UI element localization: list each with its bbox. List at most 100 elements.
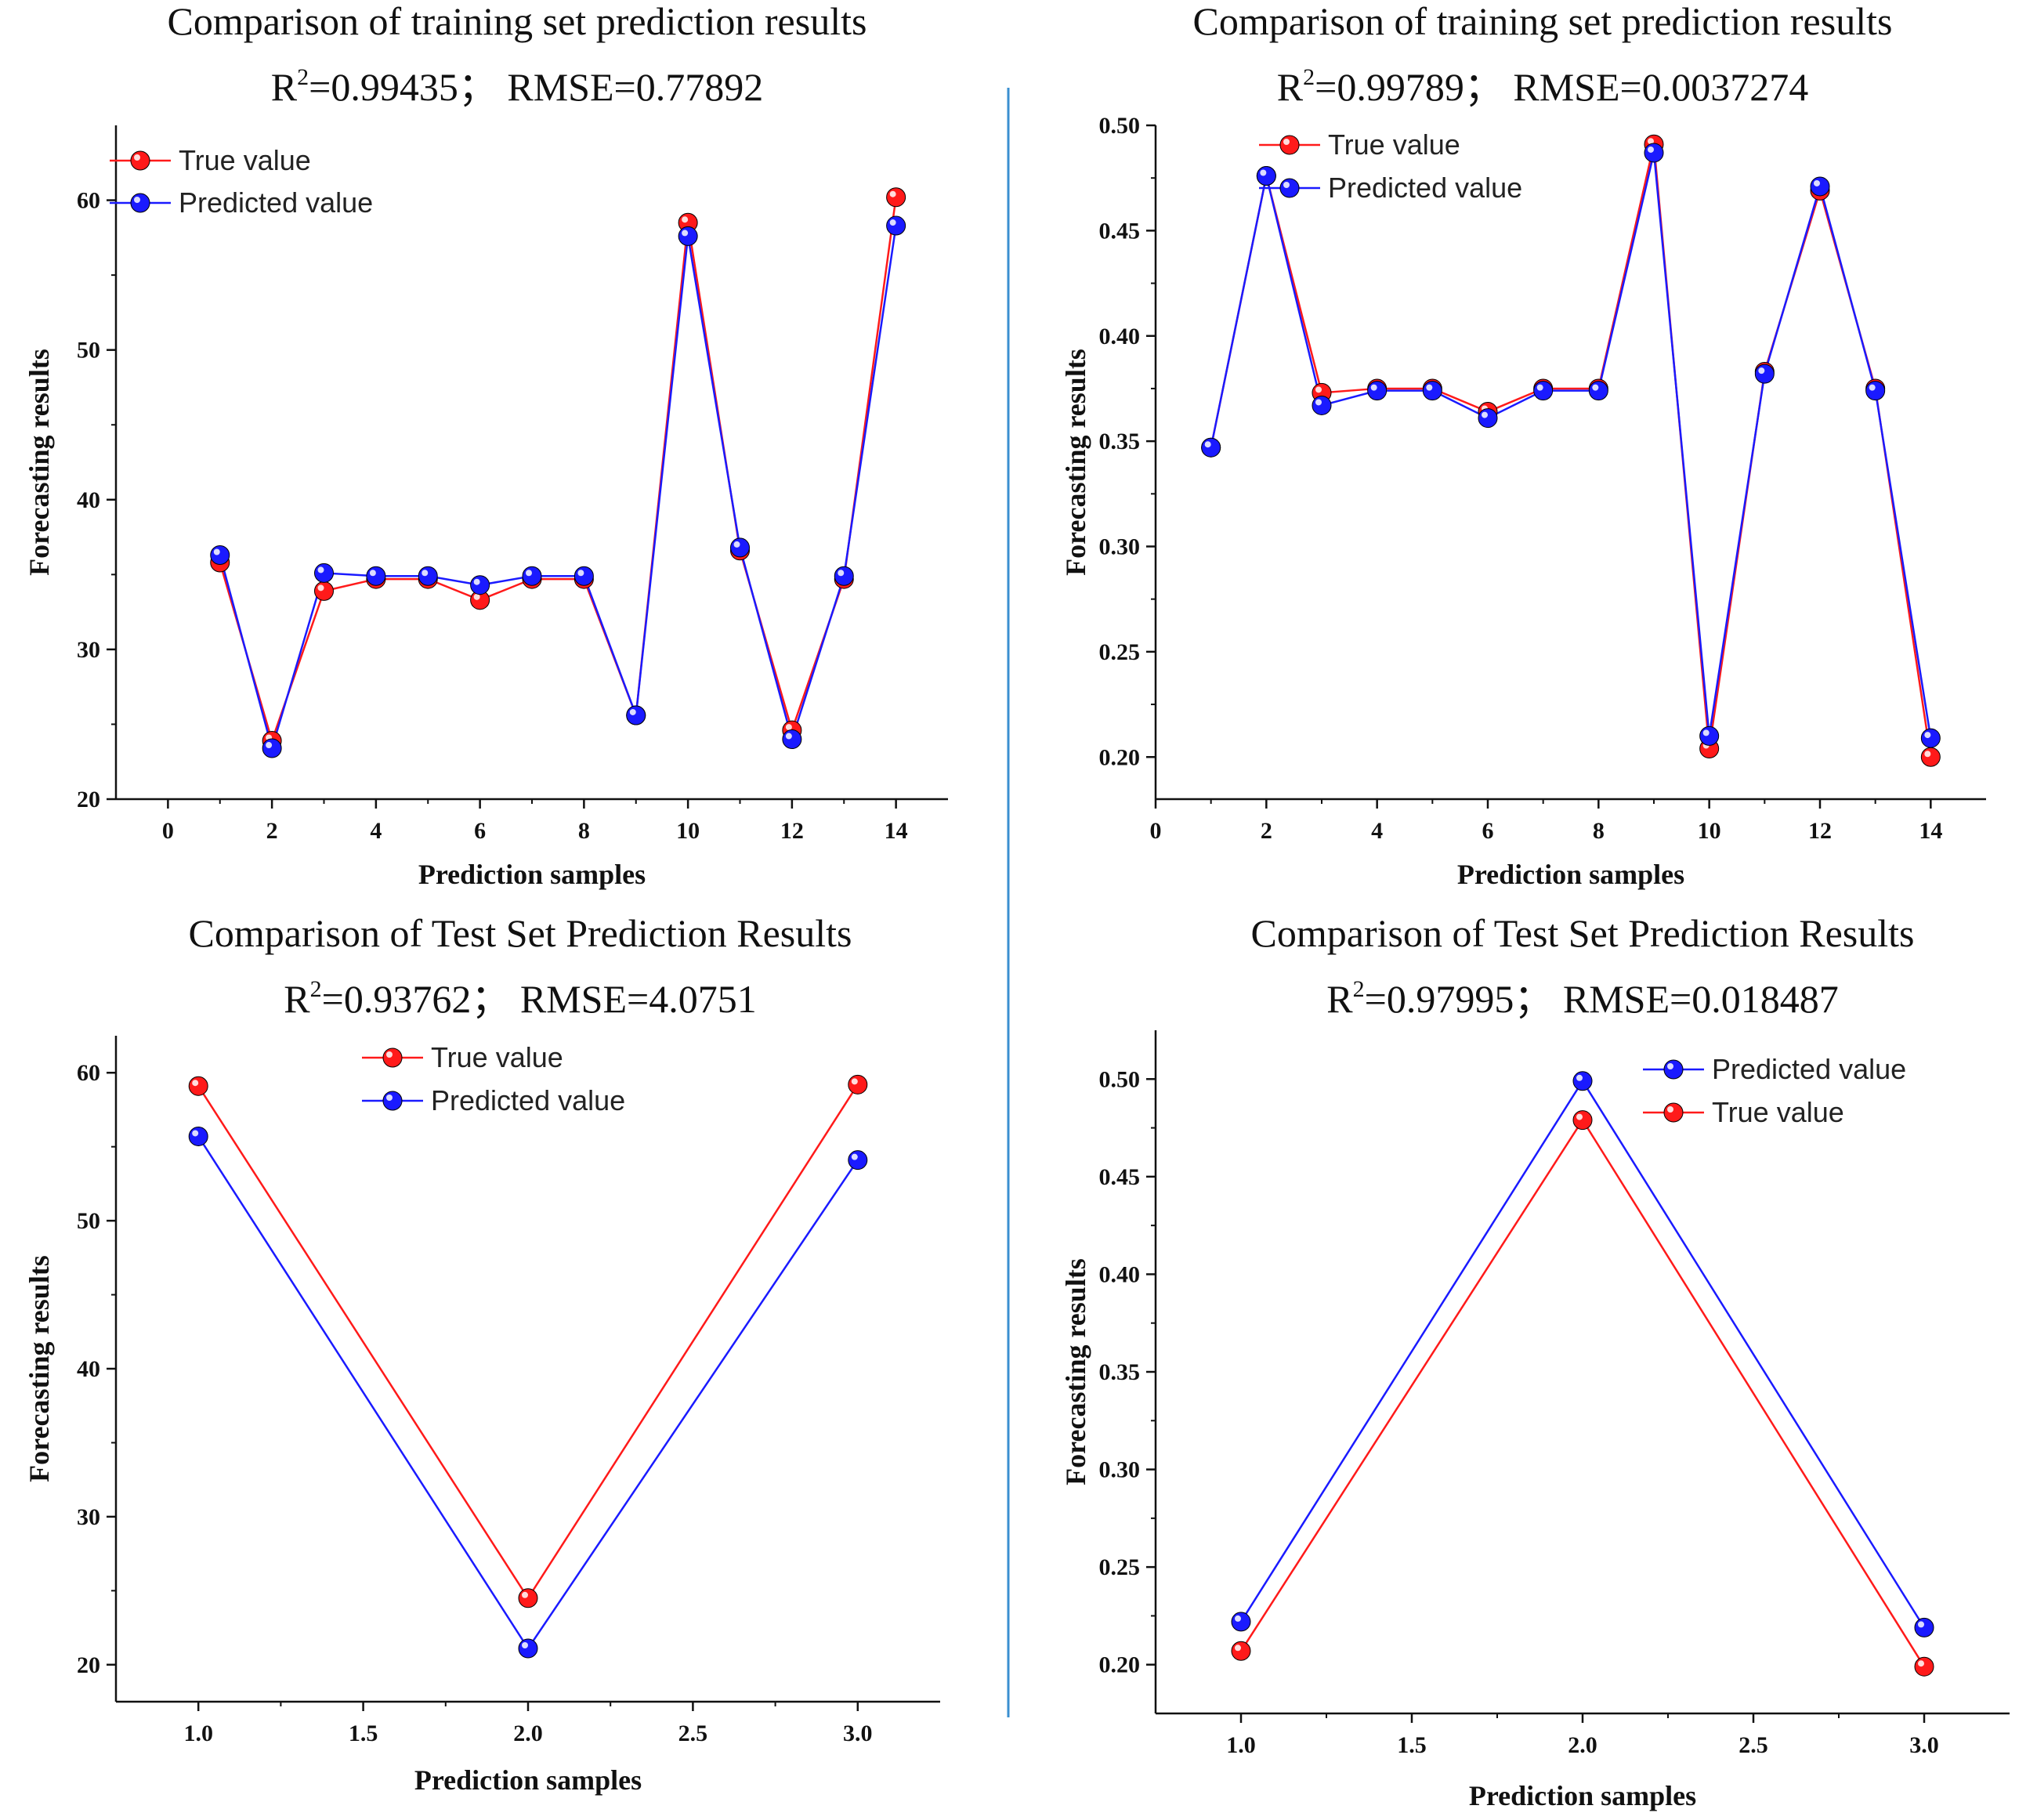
- x-tick-label: 6: [474, 818, 486, 844]
- data-point-predicted-value-highlight: [1869, 384, 1876, 391]
- data-point-predicted-value-highlight: [733, 541, 740, 548]
- data-point-true-value-highlight: [473, 593, 480, 600]
- y-tick-label: 0.50: [1099, 113, 1141, 139]
- y-tick-label: 0.35: [1099, 429, 1141, 454]
- y-tick-label: 0.45: [1099, 1164, 1141, 1190]
- x-tick-label: 1.0: [183, 1720, 213, 1746]
- series-line-predicted-value: [1210, 152, 1932, 739]
- data-point-predicted-value: [1572, 1071, 1593, 1091]
- chart-title: Comparison of Test Set Prediction Result…: [1251, 911, 1915, 955]
- data-point-predicted-value-highlight: [1536, 384, 1543, 391]
- x-tick-label: 6: [1482, 818, 1494, 844]
- legend-marker: [130, 150, 150, 171]
- data-point-predicted-value-highlight: [1758, 367, 1765, 374]
- x-tick-label: 10: [676, 818, 700, 844]
- data-point-predicted-value: [210, 545, 230, 565]
- y-tick-label: 0.20: [1099, 1652, 1141, 1678]
- data-point-predicted-value: [262, 738, 282, 758]
- x-tick-label: 3.0: [843, 1720, 873, 1746]
- legend-marker: [382, 1091, 403, 1111]
- chart-subtitle: R2=0.99435； RMSE=0.77892: [271, 64, 763, 109]
- chart-title: Comparison of training set prediction re…: [1193, 0, 1893, 43]
- y-tick-label: 20: [77, 1652, 100, 1678]
- data-point-predicted-value: [1754, 364, 1775, 384]
- chart-subtitle: R2=0.99789； RMSE=0.0037274: [1277, 64, 1808, 109]
- data-point-predicted-value: [573, 566, 594, 586]
- legend-marker-highlight: [386, 1095, 393, 1101]
- chart-title: Comparison of Test Set Prediction Result…: [189, 911, 852, 955]
- data-point-predicted-value-highlight: [889, 219, 896, 226]
- legend-label: Predicted value: [1328, 172, 1522, 204]
- y-tick-label: 30: [77, 637, 100, 663]
- y-tick-label: 50: [77, 338, 100, 364]
- legend-marker: [130, 193, 150, 213]
- data-point-predicted-value: [518, 1638, 538, 1659]
- data-point-predicted-value: [1201, 437, 1221, 458]
- data-point-predicted-value: [1920, 728, 1941, 748]
- data-point-true-value-highlight: [317, 584, 324, 592]
- data-point-predicted-value: [834, 566, 854, 586]
- data-point-predicted-value-highlight: [192, 1130, 199, 1137]
- y-tick-label: 0.30: [1099, 534, 1141, 560]
- chart-title: Comparison of training set prediction re…: [168, 0, 867, 43]
- data-point-predicted-value: [1231, 1612, 1251, 1632]
- data-point-true-value: [1572, 1110, 1593, 1131]
- data-point-true-value-highlight: [1648, 138, 1654, 145]
- legend-marker-highlight: [386, 1051, 393, 1058]
- x-tick-label: 0: [162, 818, 174, 844]
- data-point-predicted-value: [470, 575, 490, 595]
- data-point-predicted-value-highlight: [1576, 1074, 1583, 1081]
- data-point-predicted-value-highlight: [785, 733, 792, 740]
- x-tick-label: 2: [266, 818, 278, 844]
- data-point-predicted-value: [730, 537, 750, 558]
- data-point-true-value-highlight: [851, 1078, 858, 1085]
- x-tick-label: 1.5: [1397, 1732, 1427, 1758]
- y-tick-label: 0.40: [1099, 324, 1141, 349]
- data-point-predicted-value: [678, 226, 698, 246]
- legend-label: Predicted value: [179, 186, 373, 219]
- legend-marker-highlight: [134, 197, 140, 203]
- data-point-predicted-value: [1810, 176, 1830, 197]
- data-point-predicted-value-highlight: [526, 570, 532, 577]
- data-point-true-value: [886, 187, 906, 208]
- x-axis-label: Prediction samples: [1457, 859, 1684, 890]
- y-tick-label: 20: [77, 787, 100, 812]
- series-line-true-value: [1210, 143, 1932, 758]
- data-point-predicted-value-highlight: [213, 548, 220, 555]
- data-point-true-value-highlight: [1924, 751, 1931, 758]
- data-point-predicted-value: [626, 705, 646, 725]
- data-point-predicted-value-highlight: [1918, 1621, 1924, 1628]
- y-tick-label: 40: [77, 1356, 100, 1382]
- data-point-predicted-value-highlight: [1592, 384, 1599, 391]
- x-tick-label: 1.0: [1226, 1732, 1256, 1758]
- legend-marker: [1663, 1059, 1684, 1080]
- data-point-predicted-value: [188, 1126, 208, 1146]
- series-line-predicted-value: [1239, 1079, 1926, 1629]
- data-point-true-value-highlight: [1918, 1660, 1924, 1667]
- series-line-predicted-value: [219, 225, 897, 752]
- data-point-true-value: [1231, 1641, 1251, 1661]
- data-point-predicted-value-highlight: [1370, 384, 1377, 391]
- data-point-predicted-value-highlight: [522, 1642, 528, 1648]
- chart-panel-3: Comparison of Test Set Prediction Result…: [24, 911, 940, 1796]
- data-point-true-value: [518, 1588, 538, 1608]
- legend-marker-highlight: [134, 154, 140, 161]
- data-point-true-value: [848, 1074, 868, 1095]
- series-line-true-value: [219, 197, 897, 744]
- data-point-predicted-value-highlight: [682, 230, 689, 237]
- data-point-predicted-value: [1367, 381, 1388, 401]
- legend-label: Predicted value: [1712, 1053, 1906, 1085]
- legend-label: True value: [431, 1041, 563, 1073]
- x-tick-label: 3.0: [1909, 1732, 1939, 1758]
- data-point-predicted-value: [522, 566, 542, 586]
- data-point-predicted-value: [1533, 381, 1554, 401]
- data-point-true-value-highlight: [1315, 386, 1322, 393]
- data-point-true-value: [314, 581, 334, 601]
- x-tick-label: 10: [1698, 818, 1721, 844]
- data-point-predicted-value-highlight: [1702, 729, 1710, 736]
- data-point-true-value-highlight: [682, 216, 689, 223]
- x-tick-label: 8: [578, 818, 590, 844]
- x-axis-label: Prediction samples: [1469, 1780, 1696, 1811]
- data-point-predicted-value: [1422, 381, 1442, 401]
